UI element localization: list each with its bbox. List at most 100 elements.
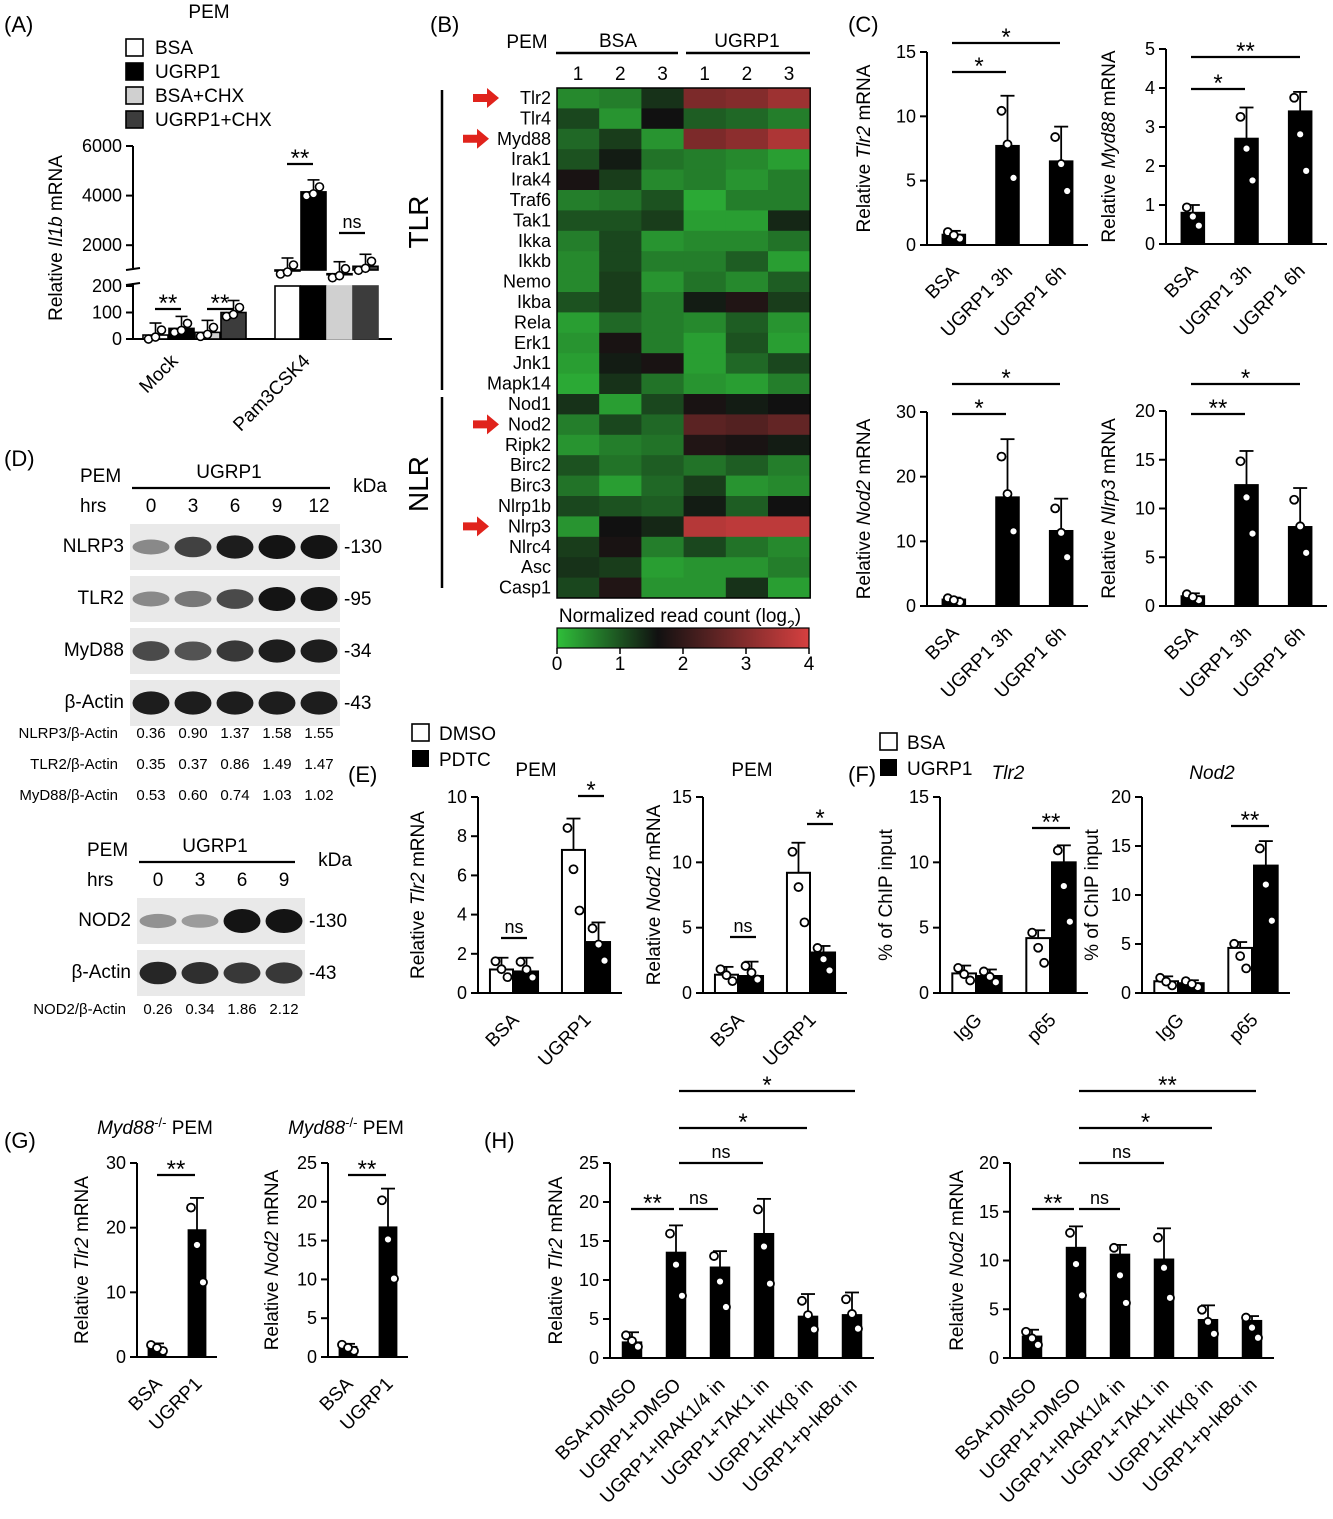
data-point <box>1295 129 1306 140</box>
y-tick-label: 0 <box>989 1348 999 1368</box>
heatmap-cell <box>599 475 642 497</box>
row-label: Traf6 <box>510 190 551 210</box>
bar <box>1048 529 1074 608</box>
row-label: Ikkb <box>518 251 551 271</box>
panel-title: Myd88-/- PEM <box>288 1115 404 1140</box>
y-axis-label: Relative Nod2 mRNA <box>854 418 875 599</box>
highlight-arrow <box>463 128 489 149</box>
bar <box>326 285 353 340</box>
data-point <box>1039 957 1050 968</box>
data-point <box>496 964 507 975</box>
heatmap-cell <box>599 516 642 538</box>
legend-label: BSA <box>907 733 945 754</box>
bar <box>995 496 1020 607</box>
legend-swatch <box>125 62 144 81</box>
heatmap-cell <box>599 373 642 395</box>
y-tick-label: 6000 <box>82 136 122 156</box>
x-tick-label: IgG <box>1152 1010 1189 1047</box>
panel-letter: (G) <box>4 1128 36 1153</box>
data-point <box>1027 1333 1037 1344</box>
y-axis-label: Relative Nod2 mRNA <box>644 804 665 985</box>
heatmap-cell <box>725 434 769 456</box>
heatmap-cell <box>725 190 769 211</box>
blot-band <box>174 536 212 558</box>
heatmap-cell <box>725 128 769 150</box>
data-point <box>740 961 751 971</box>
y-tick-label: 10 <box>447 787 467 807</box>
x-tick-label: BSA <box>482 1009 524 1051</box>
data-point <box>1056 159 1067 169</box>
y-tick-label: 0 <box>307 1347 317 1367</box>
panel-letter: (E) <box>348 762 377 787</box>
data-point <box>1301 547 1312 558</box>
heatmap-cell <box>599 108 642 130</box>
heatmap-cell <box>768 577 811 599</box>
heatmap-cell <box>683 332 727 354</box>
heatmap-cell <box>725 332 769 354</box>
y-tick-label: 2 <box>457 944 467 964</box>
column-label: 2 <box>742 64 753 85</box>
data-point <box>1193 220 1204 231</box>
colorbar-tick-label: 3 <box>741 654 752 675</box>
x-tick-label: IgG <box>950 1010 987 1047</box>
heatmap-cell <box>683 516 727 538</box>
panel-letter: (B) <box>430 12 459 37</box>
bar <box>352 285 379 340</box>
significance-label: ** <box>643 1190 662 1217</box>
row-label: Nemo <box>503 272 551 292</box>
bar <box>995 144 1020 246</box>
heatmap-cell <box>768 414 811 436</box>
heatmap-cell <box>725 577 769 599</box>
y-tick-label: 100 <box>92 303 122 323</box>
heatmap-cell <box>599 190 642 211</box>
heatmap-cell <box>768 536 811 558</box>
heatmap-cell <box>641 353 685 375</box>
highlight-arrow <box>463 516 489 537</box>
data-point <box>208 322 219 333</box>
heatmap-cell <box>683 251 727 273</box>
y-tick-label: 25 <box>579 1153 599 1173</box>
heatmap-cell <box>641 536 685 558</box>
y-tick-label: 0 <box>682 983 692 1003</box>
panel-letter: (C) <box>848 12 879 37</box>
legend-swatch <box>880 759 897 776</box>
legend-label: DMSO <box>439 724 496 745</box>
heatmap-cell <box>641 455 685 477</box>
data-point <box>721 1302 731 1312</box>
significance-label: ** <box>159 290 178 317</box>
heatmap-cell <box>641 414 685 436</box>
bar <box>300 191 327 271</box>
column-label: 3 <box>657 64 668 85</box>
y-tick-label: 25 <box>297 1153 317 1173</box>
heatmap-cell <box>768 108 811 130</box>
data-point <box>1052 845 1063 856</box>
heatmap-cell <box>641 271 685 293</box>
blot-kda-marker: -130 <box>344 537 382 558</box>
data-point <box>1033 1339 1043 1350</box>
y-axis-label: % of ChIP input <box>1082 828 1103 960</box>
data-point <box>1186 979 1197 990</box>
heatmap-cell <box>641 210 685 232</box>
data-point <box>965 975 976 986</box>
data-point <box>490 956 501 967</box>
y-tick-label: 2000 <box>82 235 122 255</box>
lane-label: 3 <box>188 496 199 517</box>
legend-label: BSA+CHX <box>155 86 245 107</box>
blot-band <box>216 691 254 715</box>
x-tick-label: UGRP1 <box>534 1010 595 1071</box>
data-point <box>1266 915 1277 926</box>
heatmap-cell <box>557 169 600 191</box>
heatmap-cell <box>683 434 727 456</box>
y-axis-label: Relative Tlr2 mRNA <box>72 1176 93 1344</box>
row-label: Mapk14 <box>487 374 551 394</box>
y-tick-label: 15 <box>909 787 929 807</box>
heatmap-cell <box>768 312 811 334</box>
heatmap-cell <box>725 557 769 579</box>
bar <box>841 1314 863 1359</box>
data-point <box>799 917 810 928</box>
ratio-value: 1.03 <box>262 787 291 804</box>
blot-band <box>139 961 177 985</box>
heatmap-cell <box>768 128 811 150</box>
data-point <box>1062 552 1073 563</box>
legend-swatch <box>125 86 144 105</box>
